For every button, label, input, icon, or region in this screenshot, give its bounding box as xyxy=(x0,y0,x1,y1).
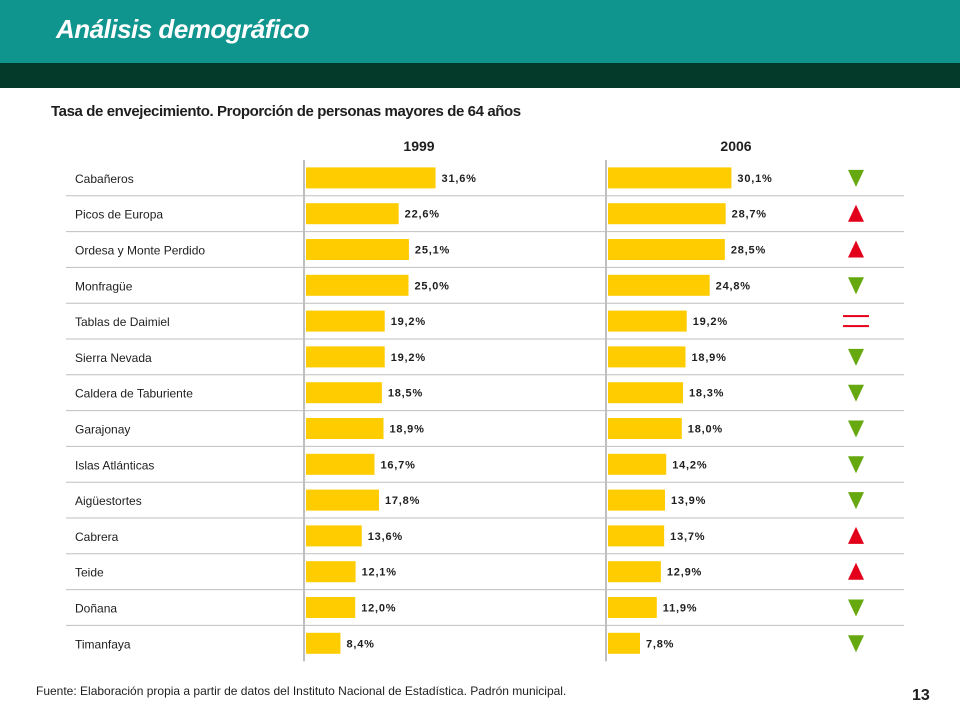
category-label: Aigüestortes xyxy=(75,494,142,508)
page-number: 13 xyxy=(912,687,930,704)
category-label: Garajonay xyxy=(75,423,130,437)
category-label: Monfragüe xyxy=(75,279,133,293)
bar-2006 xyxy=(608,597,657,618)
category-label: Timanfaya xyxy=(75,637,131,651)
data-label-2006: 12,9% xyxy=(667,567,702,579)
category-label: Tablas de Daimiel xyxy=(75,315,170,329)
down-arrow-icon xyxy=(848,599,864,617)
data-label-2006: 19,2% xyxy=(693,316,728,328)
down-arrow-icon xyxy=(848,277,864,295)
series-header-2006: 2006 xyxy=(720,138,751,154)
down-arrow-icon xyxy=(848,492,864,510)
bar-2006 xyxy=(608,632,640,654)
category-label: Ordesa y Monte Perdido xyxy=(75,244,205,258)
bar-1999 xyxy=(306,203,399,225)
header-band xyxy=(0,0,960,63)
series-header-1999: 1999 xyxy=(403,138,434,154)
category-label: Sierra Nevada xyxy=(75,351,152,365)
down-arrow-icon xyxy=(848,348,864,366)
down-arrow-icon xyxy=(848,420,864,438)
category-label: Caldera de Taburiente xyxy=(75,387,193,401)
data-label-1999: 31,6% xyxy=(442,173,477,185)
data-label-1999: 18,9% xyxy=(389,424,424,436)
bar-1999 xyxy=(306,239,409,260)
data-label-1999: 19,2% xyxy=(391,316,426,328)
bar-1999 xyxy=(306,525,362,547)
data-label-2006: 18,9% xyxy=(691,352,726,364)
data-label-2006: 28,5% xyxy=(731,245,766,257)
equal-sign-icon xyxy=(843,325,869,328)
down-arrow-icon xyxy=(848,635,864,653)
up-arrow-icon xyxy=(848,240,864,258)
bar-2006 xyxy=(608,561,661,583)
bar-1999 xyxy=(306,632,341,654)
data-label-1999: 17,8% xyxy=(385,495,420,507)
bar-2006 xyxy=(608,453,667,475)
bar-2006 xyxy=(608,239,725,260)
bar-2006 xyxy=(608,418,682,439)
category-label: Cabañeros xyxy=(75,172,134,186)
data-label-1999: 18,5% xyxy=(388,388,423,400)
data-label-1999: 22,6% xyxy=(405,209,440,221)
up-arrow-icon xyxy=(848,204,864,222)
bar-2006 xyxy=(608,382,684,404)
bar-1999 xyxy=(306,310,385,332)
up-arrow-icon xyxy=(848,562,864,580)
bar-1999 xyxy=(306,418,384,439)
data-label-2006: 14,2% xyxy=(672,459,707,471)
header-dark-strip xyxy=(0,63,960,88)
equal-sign-icon xyxy=(843,315,869,318)
bar-1999 xyxy=(306,489,379,511)
bar-1999 xyxy=(306,346,385,368)
category-label: Doñana xyxy=(75,602,117,616)
data-label-2006: 7,8% xyxy=(646,638,674,650)
data-label-2006: 18,3% xyxy=(689,388,724,400)
data-label-2006: 18,0% xyxy=(688,424,723,436)
page-title: Análisis demográfico xyxy=(56,14,309,44)
up-arrow-icon xyxy=(848,526,864,544)
bar-1999 xyxy=(306,167,436,189)
data-label-2006: 28,7% xyxy=(732,209,767,221)
data-label-1999: 8,4% xyxy=(346,638,374,650)
bar-2006 xyxy=(608,346,686,368)
bar-1999 xyxy=(306,274,409,296)
down-arrow-icon xyxy=(848,456,864,474)
data-label-1999: 12,0% xyxy=(361,603,396,615)
bar-2006 xyxy=(608,274,710,296)
bar-2006 xyxy=(608,525,665,547)
chart-title: Tasa de envejecimiento. Proporción de pe… xyxy=(51,103,521,120)
category-label: Islas Atlánticas xyxy=(75,458,154,472)
data-label-1999: 19,2% xyxy=(391,352,426,364)
down-arrow-icon xyxy=(848,384,864,402)
bar-1999 xyxy=(306,453,375,475)
bar-2006 xyxy=(608,167,732,189)
source-note: Fuente: Elaboración propia a partir de d… xyxy=(36,684,567,698)
bar-1999 xyxy=(306,382,382,404)
bar-2006 xyxy=(608,489,665,511)
down-arrow-icon xyxy=(848,169,864,187)
category-label: Cabrera xyxy=(75,530,119,544)
category-label: Teide xyxy=(75,566,104,580)
data-label-1999: 25,0% xyxy=(415,280,450,292)
data-label-1999: 25,1% xyxy=(415,245,450,257)
data-label-2006: 30,1% xyxy=(737,173,772,185)
data-label-1999: 13,6% xyxy=(368,531,403,543)
data-label-1999: 12,1% xyxy=(362,567,397,579)
bar-2006 xyxy=(608,203,726,225)
data-label-2006: 13,7% xyxy=(670,531,705,543)
data-label-1999: 16,7% xyxy=(380,459,415,471)
bar-2006 xyxy=(608,310,687,332)
category-label: Picos de Europa xyxy=(75,208,163,222)
bar-1999 xyxy=(306,561,356,583)
data-label-2006: 13,9% xyxy=(671,495,706,507)
bar-1999 xyxy=(306,597,356,618)
data-label-2006: 24,8% xyxy=(716,280,751,292)
data-label-2006: 11,9% xyxy=(663,603,698,615)
